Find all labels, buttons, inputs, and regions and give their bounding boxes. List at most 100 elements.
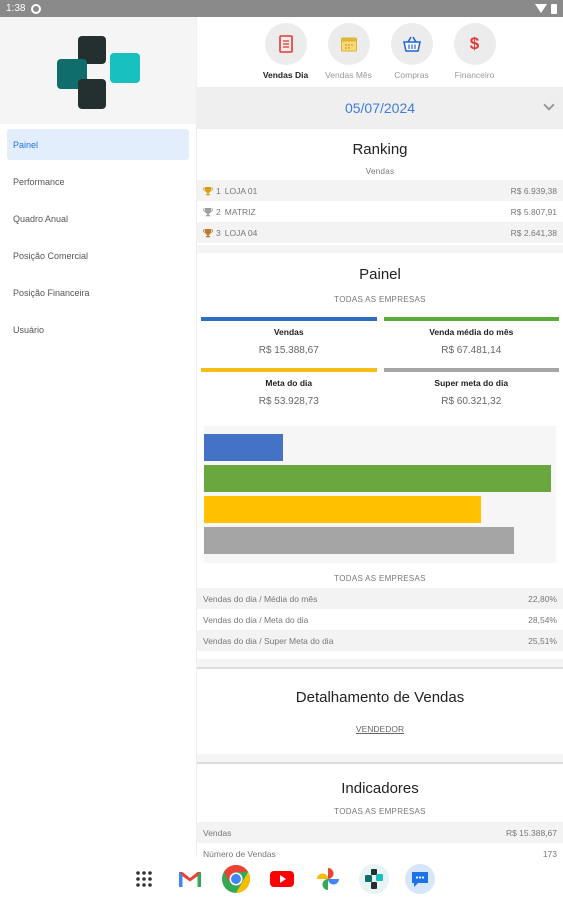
table-row: 2 MATRIZ R$ 5.807,91 <box>197 201 563 222</box>
trophy-bronze-icon <box>203 228 213 237</box>
apps-grid-icon[interactable] <box>129 864 159 894</box>
table-row: Número de Vendas 173 <box>197 843 563 858</box>
painel-title: Painel <box>359 266 401 283</box>
document-icon <box>278 35 293 53</box>
app-logo <box>0 17 196 124</box>
kpi-label: Vendas <box>273 327 304 337</box>
sidebar-item-label: Performance <box>13 176 65 187</box>
date-selector[interactable]: 05/07/2024 <box>197 87 563 129</box>
gmail-icon[interactable] <box>175 864 205 894</box>
indicadores-card: Indicadores TODAS AS EMPRESAS Vendas R$ … <box>197 762 563 857</box>
kpi-color-bar <box>201 368 377 372</box>
ranking-title: Ranking <box>352 141 408 158</box>
painel-card: Painel TODAS AS EMPRESAS Vendas R$ 15.38… <box>197 253 563 659</box>
chevron-down-icon[interactable] <box>543 99 555 111</box>
rank-value: R$ 5.807,91 <box>510 206 557 217</box>
sidebar-item-posicao-financeira[interactable]: Posição Financeira <box>7 277 189 308</box>
app-dock <box>0 857 563 900</box>
basket-icon <box>402 36 421 52</box>
chart-bar <box>204 527 514 554</box>
kpi-vendas: Vendas R$ 15.388,67 <box>201 314 377 365</box>
indicator-label: Vendas <box>203 827 232 838</box>
ratios-subtitle: TODAS AS EMPRESAS <box>334 574 426 583</box>
tab-label: Compras <box>394 70 429 80</box>
sidebar-item-painel[interactable]: Painel <box>7 129 189 160</box>
photos-icon[interactable] <box>313 864 343 894</box>
tab-label: Vendas Mês <box>325 70 372 80</box>
sidebar-item-label: Posição Financeira <box>13 287 90 298</box>
table-row: Vendas do dia / Média do mês 22,80% <box>197 588 563 609</box>
tab-vendas-dia[interactable]: Vendas Dia <box>254 23 317 87</box>
indicator-value: 173 <box>542 848 557 858</box>
dollar-icon: $ <box>469 34 480 53</box>
sidebar-item-label: Painel <box>13 139 39 150</box>
tab-vendas-mes[interactable]: Vendas Mês <box>317 23 380 87</box>
calendar-icon <box>340 37 357 52</box>
indicator-value: R$ 15.388,67 <box>505 827 557 838</box>
tab-compras[interactable]: Compras <box>380 23 443 87</box>
kpi-label: Super meta do dia <box>434 378 509 388</box>
notification-icon <box>31 3 42 14</box>
sidebar-item-label: Usuário <box>13 324 45 335</box>
kpi-color-bar <box>201 317 377 321</box>
ranking-subtitle: Vendas <box>365 167 395 176</box>
ratio-label: Vendas do dia / Meta do dia <box>203 614 309 625</box>
sidebar-item-performance[interactable]: Performance <box>7 166 189 197</box>
rank-position: 1 <box>216 185 221 196</box>
table-row: 3 LOJA 04 R$ 2.641,38 <box>197 222 563 243</box>
rank-value: R$ 2.641,38 <box>510 227 557 238</box>
indicator-label: Número de Vendas <box>203 848 276 858</box>
rank-store: LOJA 04 <box>224 227 258 238</box>
table-row: Vendas do dia / Meta do dia 28,54% <box>197 609 563 630</box>
kpi-value: R$ 67.481,14 <box>441 345 502 356</box>
chart-bar <box>204 496 481 523</box>
rank-position: 3 <box>216 227 221 238</box>
detalhamento-card: Detalhamento de Vendas VENDEDOR <box>197 667 563 754</box>
ratio-list: Vendas do dia / Média do mês 22,80% Vend… <box>197 588 563 651</box>
kpi-label: Venda média do mês <box>429 327 514 337</box>
chart-bar <box>204 434 283 461</box>
tab-bar: Vendas Dia Vendas Mês <box>197 17 563 87</box>
ratio-label: Vendas do dia / Super Meta do dia <box>203 635 334 646</box>
status-bar: 1:38 <box>0 0 563 17</box>
indicadores-subtitle: TODAS AS EMPRESAS <box>334 807 426 816</box>
table-row: Vendas R$ 15.388,67 <box>197 822 563 843</box>
ratio-label: Vendas do dia / Média do mês <box>203 593 318 604</box>
selected-date: 05/07/2024 <box>344 100 416 116</box>
tab-financeiro[interactable]: $ Financeiro <box>443 23 506 87</box>
chart-bar <box>204 465 551 492</box>
kpi-color-bar <box>383 368 559 372</box>
ranking-list: 1 LOJA 01 R$ 6.939,38 2 MATRIZ R$ 5.807,… <box>197 180 563 243</box>
ratio-value: 22,80% <box>528 593 557 604</box>
rank-value: R$ 6.939,38 <box>510 185 557 196</box>
kpi-label: Meta do dia <box>265 378 313 388</box>
chrome-icon[interactable] <box>221 864 251 894</box>
messages-icon[interactable] <box>404 863 435 894</box>
sidebar-item-label: Quadro Anual <box>13 213 69 224</box>
sidebar-item-posicao-comercial[interactable]: Posição Comercial <box>7 240 189 271</box>
kpi-grid: Vendas R$ 15.388,67 Venda média do mês R… <box>197 314 563 416</box>
app-logo-icon[interactable] <box>358 863 389 894</box>
rank-store: LOJA 01 <box>224 185 258 196</box>
indicadores-title: Indicadores <box>341 780 419 797</box>
table-row: Vendas do dia / Super Meta do dia 25,51% <box>197 630 563 651</box>
kpi-value: R$ 15.388,67 <box>258 345 319 356</box>
rank-position: 2 <box>216 206 221 217</box>
youtube-icon[interactable] <box>267 864 297 894</box>
sidebar-item-usuario[interactable]: Usuário <box>7 314 189 345</box>
sidebar-item-label: Posição Comercial <box>13 250 89 261</box>
status-time: 1:38 <box>6 3 26 14</box>
kpi-super-meta-dia: Super meta do dia R$ 60.321,32 <box>383 365 559 416</box>
vendedor-link[interactable]: VENDEDOR <box>355 724 405 734</box>
kpi-color-bar <box>383 317 559 321</box>
table-row: 1 LOJA 01 R$ 6.939,38 <box>197 180 563 201</box>
rank-store: MATRIZ <box>224 206 256 217</box>
sidebar: Painel Performance Quadro Anual Posição … <box>0 17 197 857</box>
ranking-card: Ranking Vendas 1 LOJA 01 R$ 6.939,38 2 M… <box>197 129 563 245</box>
painel-subtitle: TODAS AS EMPRESAS <box>334 295 426 304</box>
sidebar-item-quadro-anual[interactable]: Quadro Anual <box>7 203 189 234</box>
kpi-value: R$ 53.928,73 <box>258 396 319 407</box>
main-content: Vendas Dia Vendas Mês <box>197 17 563 857</box>
wifi-icon <box>535 4 547 13</box>
trophy-silver-icon <box>203 207 213 216</box>
